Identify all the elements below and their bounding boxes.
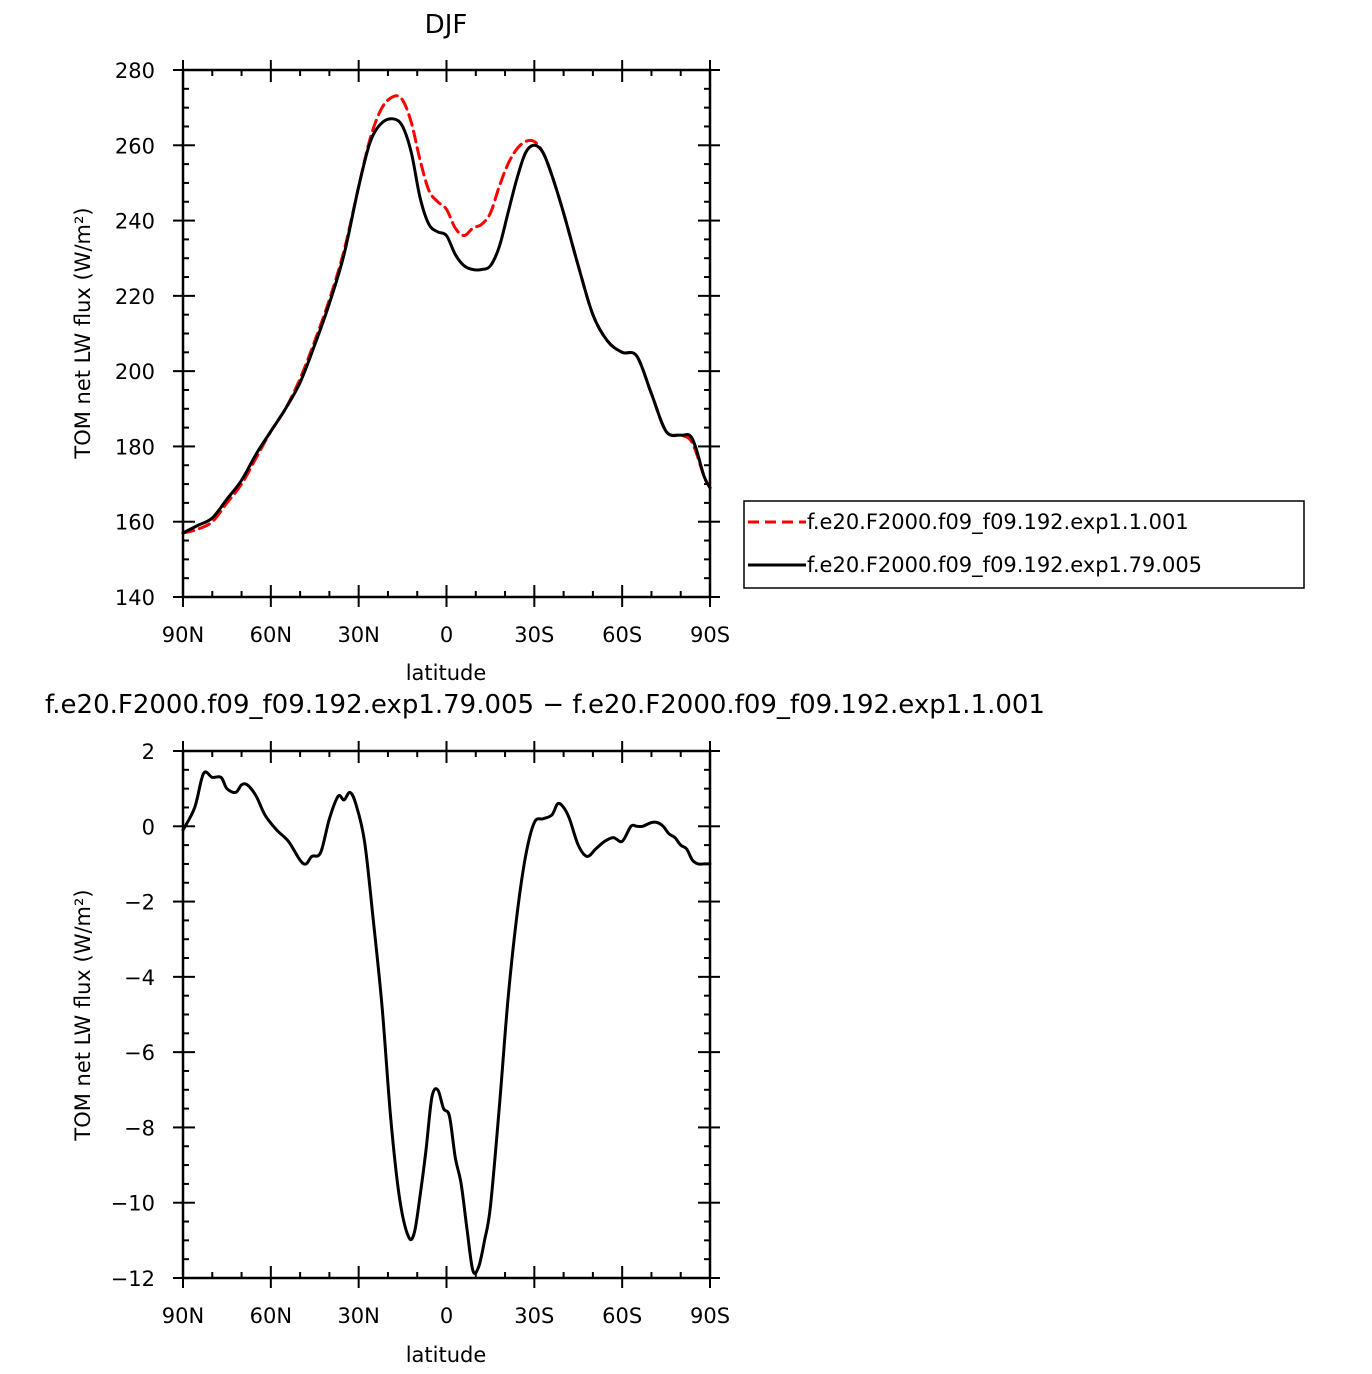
bottom-plot-frame [181, 749, 712, 1280]
top-x-tick-label: 30N [337, 623, 379, 647]
top-y-tick-label: 200 [115, 360, 155, 384]
bottom-series-line-1 [181, 770, 712, 1275]
bottom-y-tick-label: −12 [111, 1267, 155, 1291]
top-x-tick-label: 60S [602, 623, 642, 647]
bottom-x-tick-label: 30N [337, 1304, 379, 1328]
bottom-y-tick-label: −2 [124, 891, 155, 915]
top-plot-frame [181, 68, 712, 599]
bottom-series-group [181, 770, 712, 1275]
bottom-x-tick-label: 90N [162, 1304, 204, 1328]
bottom-y-tick-label: 0 [142, 815, 155, 839]
top-x-tick-label: 0 [440, 623, 453, 647]
top-y-tick-label: 160 [115, 511, 155, 535]
bottom-x-tick-label: 30S [514, 1304, 554, 1328]
bottom-x-axis-title: latitude [406, 1343, 487, 1367]
top-x-tick-labels: 90N 60N 30N 0 30S 60S 90S [162, 623, 730, 647]
top-y-tick-label: 180 [115, 435, 155, 459]
bottom-ticks [173, 741, 720, 1288]
top-y-tick-label: 280 [115, 59, 155, 83]
bottom-y-tick-label: −4 [124, 966, 155, 990]
top-y-tick-label: 220 [115, 285, 155, 309]
bottom-x-tick-labels: 90N 60N 30N 0 30S 60S 90S [162, 1304, 730, 1328]
bottom-x-tick-label: 60S [602, 1304, 642, 1328]
bottom-y-tick-labels: 2 0 −2 −4 −6 −8 −10 −12 [111, 740, 155, 1291]
bottom-panel: f.e20.F2000.f09_f09.192.exp1.79.005 − f.… [45, 690, 1045, 1367]
legend-box [743, 500, 1305, 589]
bottom-y-tick-label: −8 [124, 1116, 155, 1140]
top-y-tick-label: 260 [115, 134, 155, 158]
legend: f.e20.F2000.f09_f09.192.exp1.1.001 f.e20… [743, 500, 1305, 589]
top-chart-title: DJF [425, 10, 468, 40]
top-y-tick-label: 140 [115, 586, 155, 610]
top-y-axis-title: TOM net LW flux (W/m²) [71, 207, 95, 459]
bottom-chart-title: f.e20.F2000.f09_f09.192.exp1.79.005 − f.… [45, 690, 1045, 720]
bottom-y-axis-title: TOM net LW flux (W/m²) [71, 889, 95, 1141]
top-series-line-2 [181, 117, 712, 535]
bottom-y-tick-label: 2 [142, 740, 155, 764]
top-x-tick-label: 30S [514, 623, 554, 647]
legend-entry-1: f.e20.F2000.f09_f09.192.exp1.1.001 [807, 510, 1189, 535]
top-ticks [173, 60, 720, 607]
top-series-group [181, 94, 712, 535]
top-y-tick-label: 240 [115, 210, 155, 234]
top-series-line-1 [181, 94, 712, 535]
top-x-tick-label: 90S [690, 623, 730, 647]
top-x-axis-title: latitude [406, 661, 487, 685]
bottom-y-tick-label: −10 [111, 1192, 155, 1216]
bottom-x-tick-label: 90S [690, 1304, 730, 1328]
top-y-tick-labels: 140 160 180 200 220 240 260 280 [115, 59, 155, 610]
legend-entry-2: f.e20.F2000.f09_f09.192.exp1.79.005 [807, 553, 1202, 578]
top-x-tick-label: 90N [162, 623, 204, 647]
bottom-x-tick-label: 0 [440, 1304, 453, 1328]
top-panel: DJF 140 160 180 200 220 240 260 280 90N 60N 30N 0 3… [71, 10, 1305, 685]
bottom-y-tick-label: −6 [124, 1041, 155, 1065]
top-x-tick-label: 60N [250, 623, 292, 647]
bottom-x-tick-label: 60N [250, 1304, 292, 1328]
